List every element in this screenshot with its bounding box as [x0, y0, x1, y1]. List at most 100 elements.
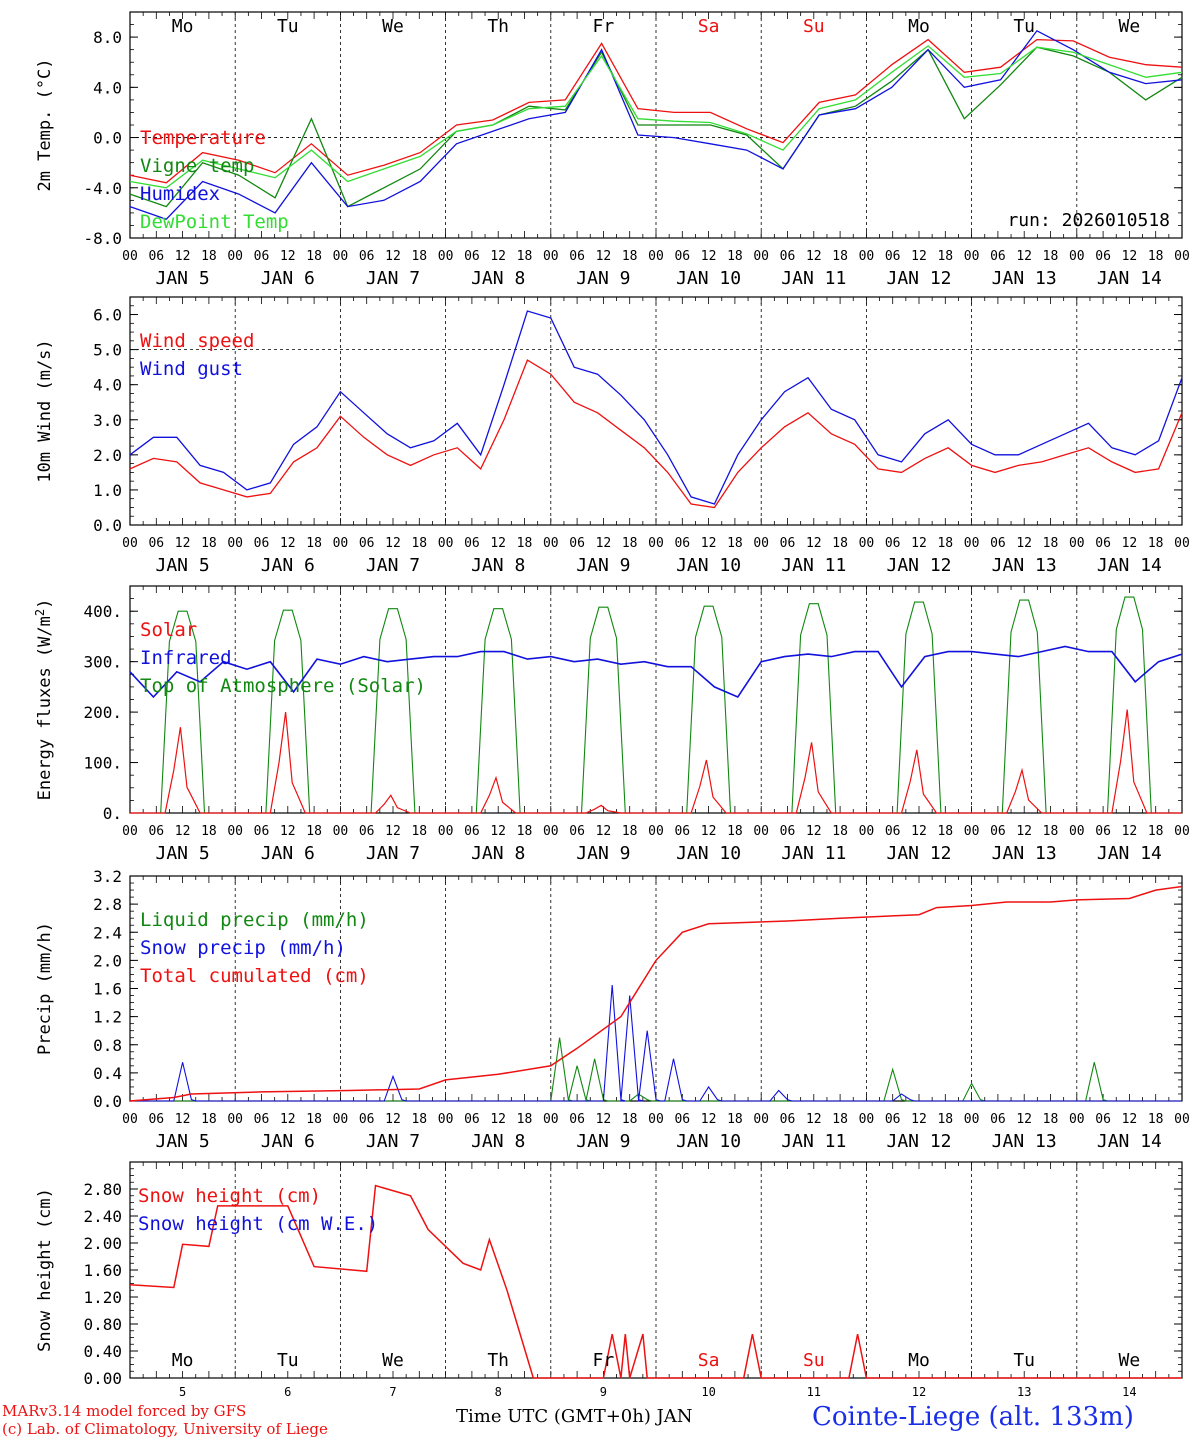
panel-2-hour-label: 06 [464, 824, 480, 839]
weekday-label: We [382, 16, 404, 37]
panel-2-hour-label: 06 [674, 824, 690, 839]
panel-2-hour-label: 12 [175, 824, 191, 839]
day-number-label: 12 [912, 1385, 926, 1399]
panel-2-hour-label-final: 00 [1174, 824, 1190, 839]
legend-liquid-precip-mm-h-: Liquid precip (mm/h) [140, 909, 369, 931]
panel-2-day-label: JAN 11 [781, 843, 846, 864]
panel-3-hour-label: 06 [359, 1112, 375, 1127]
panel-1-hour-label: 12 [701, 536, 717, 551]
panel-3-day-label: JAN 13 [992, 1131, 1057, 1152]
panel-2-hour-label: 18 [411, 824, 427, 839]
panel-2-hour-label: 18 [727, 824, 743, 839]
panel-1-hour-label: 06 [674, 536, 690, 551]
panel-1-hour-label: 00 [543, 536, 559, 551]
weekday-label: We [1119, 16, 1141, 37]
panel-0-hour-label: 12 [1016, 249, 1032, 264]
panel-1-hour-label: 06 [254, 536, 270, 551]
panel-1-day-label: JAN 12 [886, 555, 951, 576]
panel-3-hour-label: 12 [1122, 1112, 1138, 1127]
solar-line [130, 709, 1182, 814]
panel-1-hour-label: 06 [359, 536, 375, 551]
panel-1-hour-label: 06 [464, 536, 480, 551]
weekday-label: Mo [908, 16, 930, 37]
panel-2-hour-label: 00 [753, 824, 769, 839]
weekday-label: We [1119, 1350, 1141, 1371]
panel-3-hour-label: 12 [385, 1112, 401, 1127]
panel-2-hour-label: 06 [780, 824, 796, 839]
panel-1-hour-label: 12 [280, 536, 296, 551]
panel-2-day-label: JAN 13 [992, 843, 1057, 864]
panel-3-hour-label: 12 [1016, 1112, 1032, 1127]
panel-1-y-tick-label: 3.0 [93, 411, 122, 430]
weekday-label: Tu [1013, 1350, 1035, 1371]
panel-3-hour-label: 12 [280, 1112, 296, 1127]
panel-1-hour-label: 06 [569, 536, 585, 551]
panel-3-hour-label: 06 [990, 1112, 1006, 1127]
panel-3-hour-label: 00 [543, 1112, 559, 1127]
panel-1-hour-label: 00 [1069, 536, 1085, 551]
panel-0-hour-label: 00 [648, 249, 664, 264]
panel-3-hour-label: 18 [1043, 1112, 1059, 1127]
panel-3-hour-label: 06 [254, 1112, 270, 1127]
panel-0-y-tick-label: -8.0 [83, 229, 122, 248]
panel-2-hour-label: 18 [517, 824, 533, 839]
panel-1-hour-label: 06 [885, 536, 901, 551]
panel-0-day-label: JAN 9 [576, 268, 630, 289]
panel-2-y-axis-label: Energy fluxes (W/m2) [33, 599, 55, 801]
panel-4-y-tick-label: 0.80 [83, 1315, 122, 1334]
weekday-label: Fr [593, 1350, 615, 1371]
panel-1-hour-label: 00 [859, 536, 875, 551]
panel-0-hour-label: 12 [385, 249, 401, 264]
panel-2-hour-label: 00 [227, 824, 243, 839]
panel-2-hour-label: 18 [1043, 824, 1059, 839]
panel-3-hour-label: 18 [727, 1112, 743, 1127]
panel-2-hour-label: 06 [254, 824, 270, 839]
panel-0-day-label: JAN 13 [992, 268, 1057, 289]
temp-series-dewpoint-temp [129, 45, 1183, 189]
panel-2-hour-label: 00 [122, 824, 138, 839]
lab-credit: (c) Lab. of Climatology, University of L… [2, 1420, 328, 1438]
panel-3-y-tick-label: 0.4 [93, 1064, 122, 1083]
panel-2-hour-label: 18 [832, 824, 848, 839]
panel-3-day-label: JAN 9 [576, 1131, 630, 1152]
precip-series-snow [130, 984, 1182, 1102]
panel-0-y-tick-label: 0.0 [93, 129, 122, 148]
weekday-label: Sa [698, 1350, 720, 1371]
panel-1-day-label: JAN 14 [1097, 555, 1162, 576]
panel-3-hour-label: 00 [964, 1112, 980, 1127]
panel-0-hour-label: 18 [1148, 249, 1164, 264]
panel-1-hour-label: 18 [937, 536, 953, 551]
panel-1-day-label: JAN 11 [781, 555, 846, 576]
panel-0-hour-label: 18 [201, 249, 217, 264]
panel-3-hour-label: 18 [517, 1112, 533, 1127]
panel-1-hour-label-final: 00 [1174, 536, 1190, 551]
legend-wind-speed: Wind speed [140, 330, 254, 352]
panel-0-hour-label: 06 [359, 249, 375, 264]
panel-2-hour-label: 00 [333, 824, 349, 839]
x-axis-label: Time UTC (GMT+0h) JAN [456, 1406, 693, 1427]
panel-0-hour-label: 18 [306, 249, 322, 264]
weekday-label: Tu [277, 16, 299, 37]
panel-3-hour-label: 18 [411, 1112, 427, 1127]
panel-4-y-tick-label: 2.80 [83, 1180, 122, 1199]
panel-2-hour-label: 00 [859, 824, 875, 839]
panel-1-hour-label: 12 [385, 536, 401, 551]
panel-3-hour-label: 00 [333, 1112, 349, 1127]
panel-4-y-axis-label: Snow height (cm) [35, 1188, 55, 1352]
panel-1-y-tick-label: 4.0 [93, 376, 122, 395]
panel-0-hour-label: 00 [859, 249, 875, 264]
legend-infrared: Infrared [140, 647, 232, 669]
legend-wind-gust: Wind gust [140, 358, 243, 380]
panel-3-hour-label: 12 [596, 1112, 612, 1127]
infrared-line [129, 645, 1183, 699]
panel-0-y-tick-label: 4.0 [93, 78, 122, 97]
panel-2-hour-label: 12 [596, 824, 612, 839]
panel-2-y-tick-label: 100. [83, 754, 122, 773]
panel-3-y-tick-label: 0.8 [93, 1036, 122, 1055]
panel-0-y-tick-label: 8.0 [93, 28, 122, 47]
panel-0-hour-label: 00 [438, 249, 454, 264]
day-number-label: 14 [1122, 1385, 1136, 1399]
panel-3-y-tick-label: 0.0 [93, 1092, 122, 1111]
weekday-label: Sa [698, 16, 720, 37]
